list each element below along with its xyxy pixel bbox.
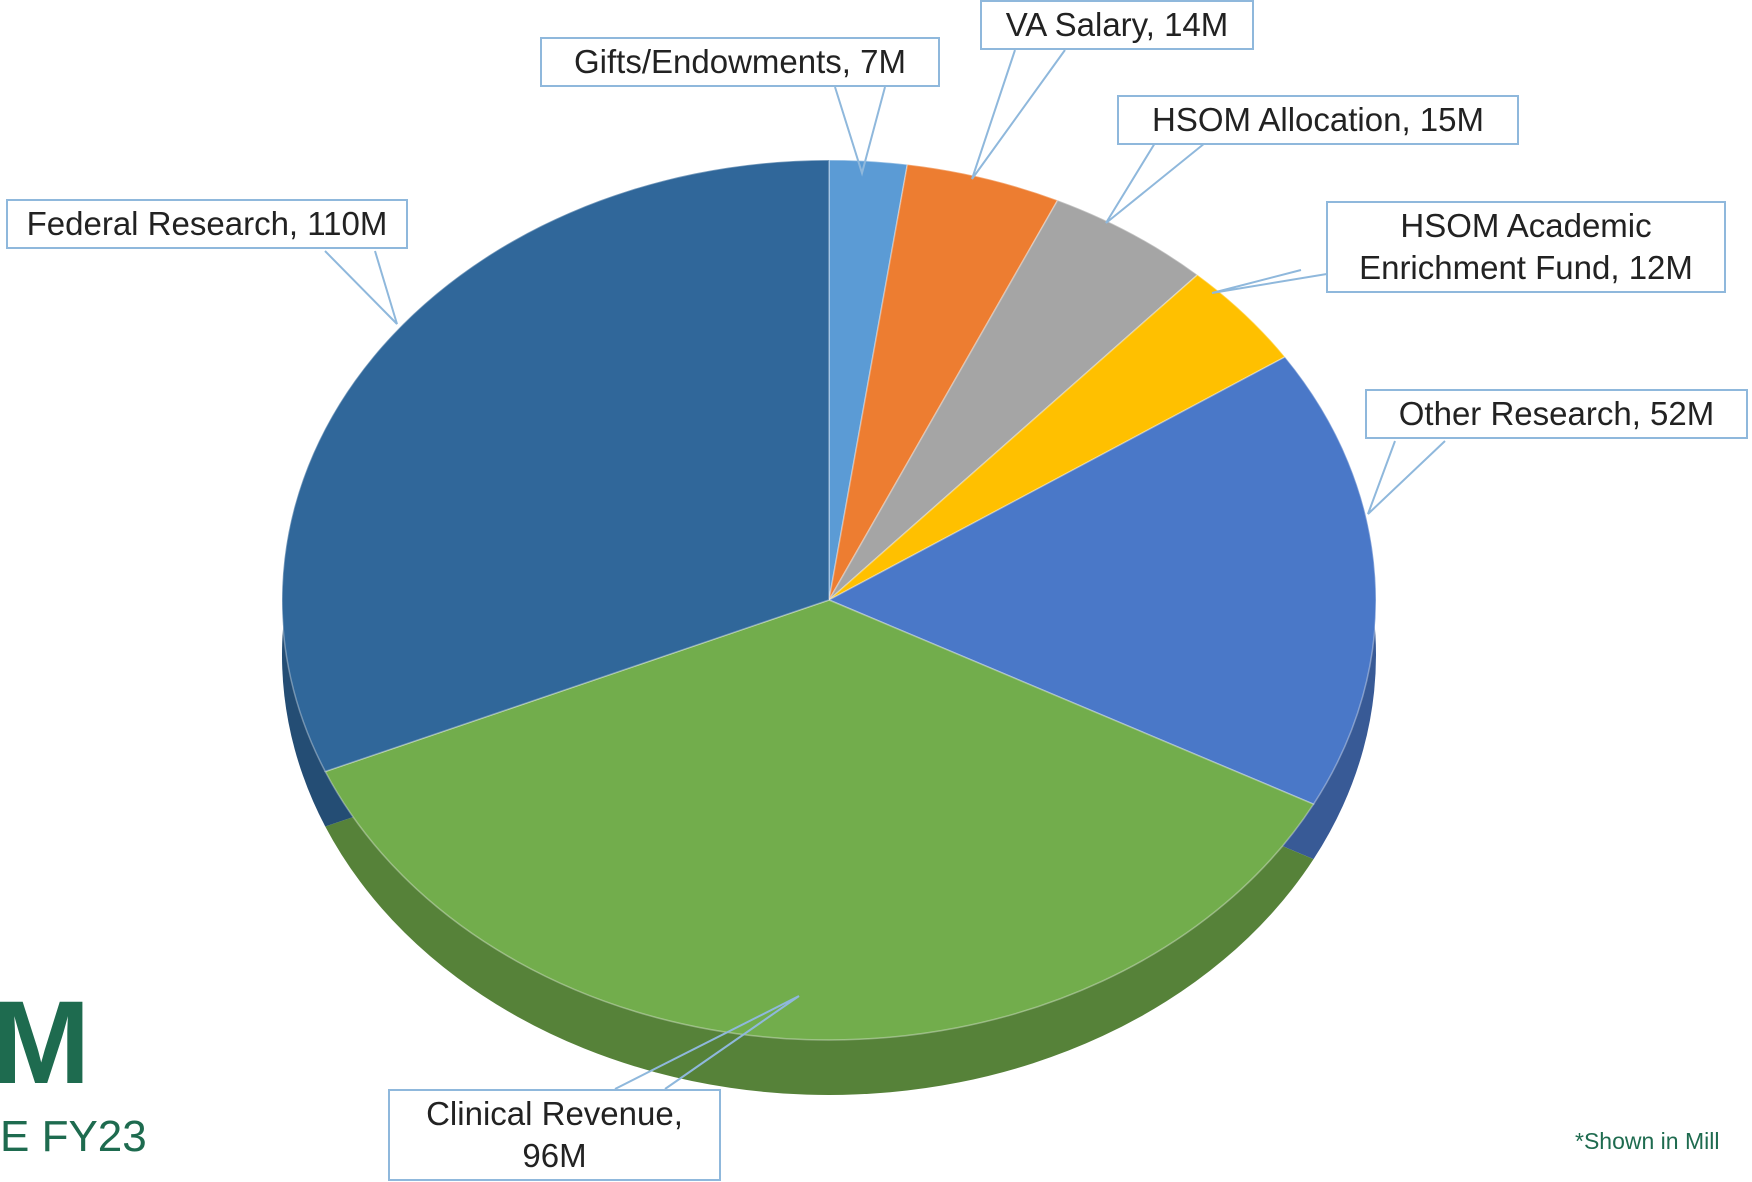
slice: [828, 273, 1287, 601]
slice: [828, 159, 909, 601]
data-label: Federal Research, 110M: [6, 199, 408, 249]
data-label: Clinical Revenue, 96M: [388, 1089, 721, 1181]
leader-line: [834, 86, 886, 177]
slice: [827, 356, 1377, 806]
leader-line: [324, 250, 398, 325]
data-label: VA Salary, 14M: [980, 0, 1254, 50]
slice: [828, 163, 1059, 601]
data-label: HSOM Allocation, 15M: [1117, 95, 1519, 145]
leader-line: [971, 49, 1066, 180]
slice: [281, 159, 830, 773]
data-label: Gifts/Endowments, 7M: [540, 37, 940, 87]
data-label: Other Research, 52M: [1365, 389, 1748, 439]
subtitle-fragment: E FY23: [0, 1112, 147, 1161]
leader-line: [614, 995, 800, 1090]
slice: [324, 599, 1315, 1041]
leader-line: [1367, 440, 1446, 515]
footnote: *Shown in Mill: [1575, 1128, 1720, 1154]
leader-line: [1211, 269, 1352, 294]
slice: [828, 199, 1199, 601]
data-label: HSOM Academic Enrichment Fund, 12M: [1326, 201, 1726, 293]
leader-line: [1105, 142, 1206, 224]
logo-fragment: M: [0, 977, 91, 1109]
